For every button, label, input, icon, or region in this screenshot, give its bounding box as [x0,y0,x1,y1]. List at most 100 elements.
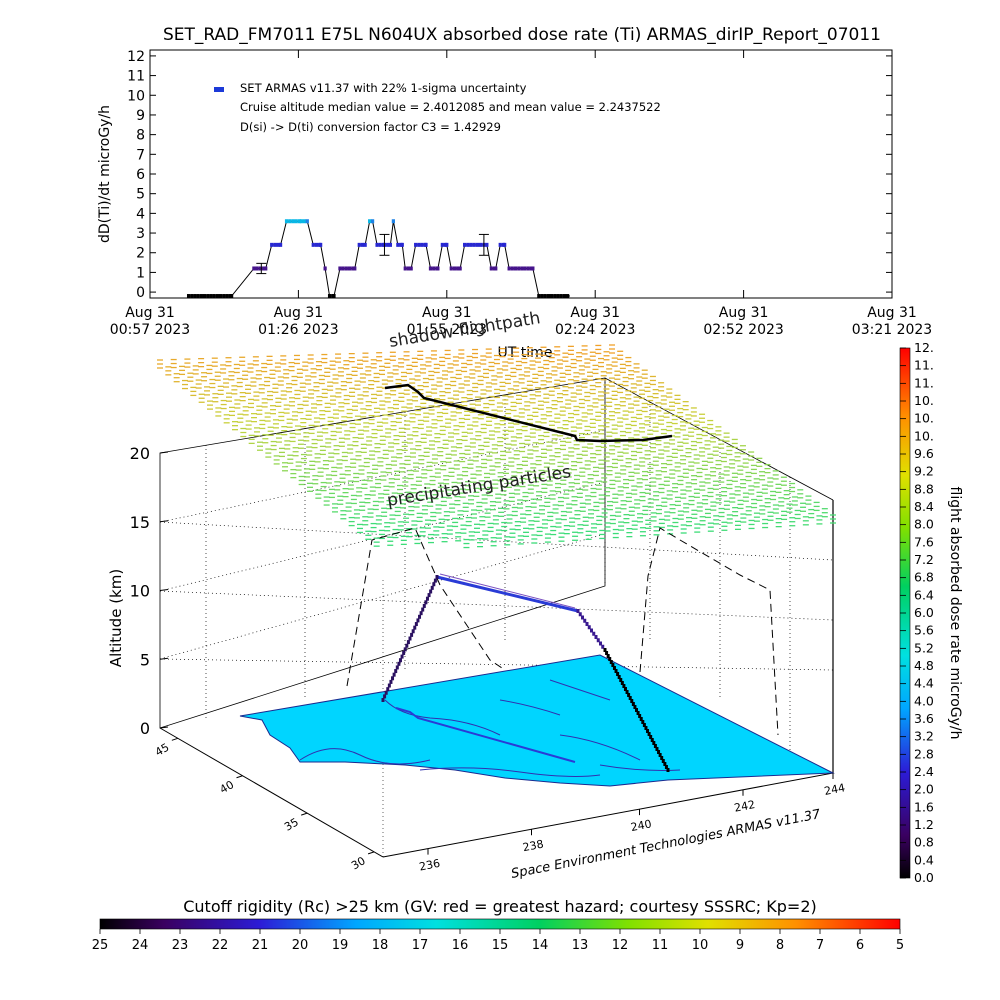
data-point [197,294,200,298]
data-point [392,219,395,223]
data-point [203,294,206,298]
flight-marker [424,600,427,604]
data-point [342,266,345,270]
data-point [479,243,482,247]
lat-tick-label: 30 [349,854,368,872]
data-point [424,243,427,247]
data-point [358,243,361,247]
y-tick-label: 3 [136,226,145,242]
data-point [436,266,439,270]
altitude-axis-ticks: 0 5 10 15 20 [130,444,168,738]
flight-marker [388,684,391,688]
lon-tick-label: 240 [630,817,653,834]
altitude-3d-plot: shadow flightpath precipitating particle… [107,308,846,882]
data-point [222,294,225,298]
flight-marker [423,604,426,608]
y-tick-label: 10 [127,88,145,104]
data-point [264,266,267,270]
data-point [553,294,556,298]
colorbar-tick-label: 10. [914,393,934,408]
data-point [503,243,506,247]
flight-marker [420,611,423,615]
colorbar-tick-label: 0.4 [914,852,934,867]
data-point [288,219,291,223]
data-point [441,243,444,247]
colorbar-tick-label: 8.4 [914,499,934,514]
data-point [225,294,228,298]
data-point [537,294,540,298]
data-point [473,243,476,247]
data-point [417,243,420,247]
data-point [527,266,530,270]
data-point [531,266,534,270]
data-point [255,266,258,270]
x-tick-label-time: 00:57 2023 [110,322,190,338]
y-tick-label: 9 [136,108,145,124]
rigidity-tick-label: 19 [332,938,349,953]
rigidity-tick-label: 10 [692,938,709,953]
y-tick-label: 12 [127,49,145,65]
data-point [364,243,367,247]
rigidity-tick-label: 24 [132,938,149,953]
ground-map-surface [240,655,833,786]
data-point [315,243,318,247]
data-point [368,219,371,223]
colorbar-tick-label: 7.6 [914,534,934,549]
data-point [511,266,514,270]
data-point [306,219,309,223]
data-point [490,266,493,270]
flight-marker [667,768,670,772]
colorbar-tick-label: 4.4 [914,676,934,691]
rigidity-tick-label: 8 [776,938,784,953]
flight-path-cruise [437,577,578,611]
colorbar-tick-label: 9.6 [914,446,934,461]
flight-marker [421,608,424,612]
lat-tick-mark [237,776,243,778]
flight-marker [393,673,396,677]
data-point [445,243,448,247]
x-tick-label-date: Aug 31 [570,305,620,321]
rigidity-tick-label: 6 [856,938,864,953]
colorbar-tick-label: 6.4 [914,587,934,602]
data-point [517,266,520,270]
data-point [338,266,341,270]
rigidity-tick-label: 20 [292,938,309,953]
data-point [547,294,550,298]
data-point [404,266,407,270]
data-point [453,266,456,270]
z-tick-label: 20 [130,444,150,463]
data-point [252,266,255,270]
data-point [420,243,423,247]
z-tick-label: 15 [130,513,150,532]
data-point [544,294,547,298]
colorbar-tick-label: 7.2 [914,552,934,567]
colorbar-tick-label: 0.0 [914,870,934,885]
lat-tick-label: 35 [282,815,301,833]
data-point [524,266,527,270]
lat-tick-label: 45 [153,741,172,759]
lat-tick-label: 40 [218,778,237,796]
colorbar-tick-label: 2.0 [914,782,934,797]
data-point [556,294,559,298]
data-point [273,243,276,247]
colorbar-tick-label: 11. [914,375,934,390]
cutoff-rigidity-label: Cutoff rigidity (Rc) >25 km (GV: red = g… [183,897,817,916]
dose-rate-colorbar-label: flight absorbed dose rate microGy/h [947,487,963,740]
flight-path-3d [437,574,578,611]
rigidity-tick-label: 17 [412,938,429,953]
data-point [540,294,543,298]
z-tick-label: 5 [140,650,150,669]
z-tick-mark [160,590,168,591]
altitude-profile-dashed-left [347,528,505,686]
armas-report-figure: SET_RAD_FM7011 E75L N604UX absorbed dose… [0,0,1000,1000]
data-point [295,219,298,223]
data-point [429,266,432,270]
legend-marker [214,87,224,92]
flight-marker [391,676,394,680]
rigidity-tick-label: 12 [612,938,629,953]
colorbar-tick-label: 5.2 [914,640,934,655]
data-point [566,294,569,298]
flight-marker [405,644,408,648]
data-point [291,219,294,223]
x-tick-label-time: 03:21 2023 [852,322,932,338]
